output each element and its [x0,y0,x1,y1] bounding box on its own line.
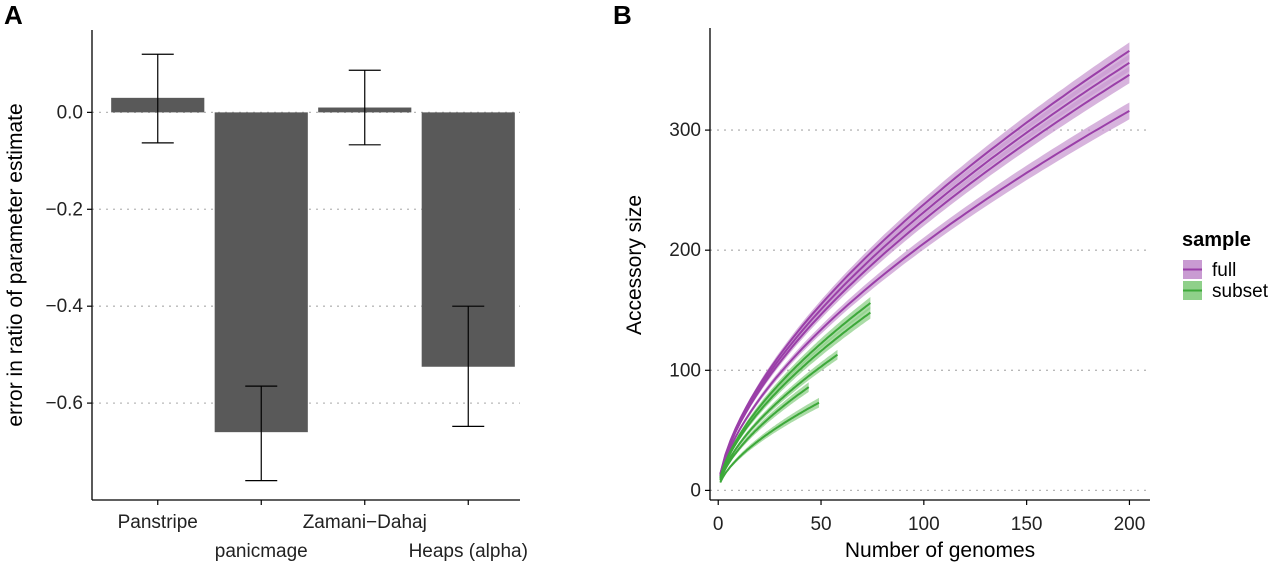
panel-b: B 0 100 200 300 0 50 100 150 200 Number of geno… [613,0,1269,562]
line-subset-8 [719,401,820,483]
panel-b-y-axis-title: Accessory size [623,195,646,335]
panel-b-y-tick-label: 200 [669,240,701,261]
panel-b-x-tick-label: 0 [713,514,724,535]
bar-1 [214,112,308,433]
panel-a-y-ticks: 0.0 −0.2 −0.4 −0.6 [45,102,92,414]
panel-b-x-ticks: 0 50 100 150 200 [713,500,1145,535]
panel-a-x-tick-label: panicmage [215,541,308,562]
panel-b-confidence-bands [720,42,1130,484]
panel-a-y-axis-title: error in ratio of parameter estimate [4,103,27,426]
panel-b-x-axis-title: Number of genomes [845,539,1035,562]
band-subset-8 [720,397,819,484]
panel-a-x-tick-label: Zamani−Dahaj [303,512,427,533]
panel-b-x-tick-label: 100 [908,514,940,535]
panel-a-y-tick-label: −0.6 [45,393,83,414]
panel-b-x-tick-label: 50 [810,514,831,535]
band-full-2 [720,66,1130,476]
legend-item-subset: subset [1183,281,1269,302]
line-full-1 [719,61,1130,475]
panel-a-label: A [4,0,23,30]
band-subset-7 [720,382,809,482]
panel-b-label: B [613,0,632,30]
legend-title: sample [1182,229,1251,251]
line-subset-4 [719,302,872,478]
panel-b-y-tick-label: 0 [690,480,701,501]
panel-a-x-ticks: Panstripe panicmage Zamani−Dahaj Heaps (alp… [118,500,528,562]
panel-a: A 0.0 −0.2 −0.4 −0.6 Panstripe panicmage Zama… [4,0,528,562]
band-full-3 [720,102,1130,477]
panel-b-series-lines [719,49,1130,483]
panel-a-x-tick-label: Heaps (alpha) [409,541,528,562]
line-subset-5 [719,311,871,479]
line-subset-7 [719,386,810,481]
line-full-0 [719,49,1130,475]
legend-item-full: full [1183,260,1236,281]
line-subset-6 [719,353,839,480]
panel-b-y-ticks: 0 100 200 300 [669,120,710,501]
panel-a-y-tick-label: −0.4 [45,296,83,317]
panel-a-y-tick-label: 0.0 [57,102,83,123]
legend-label-full: full [1212,260,1236,281]
panel-b-gridlines [710,129,1150,492]
line-full-2 [719,73,1130,476]
panel-a-bars [111,97,515,433]
legend-label-subset: subset [1212,281,1269,302]
panel-b-y-tick-label: 300 [669,120,701,141]
panel-b-y-tick-label: 100 [669,360,701,381]
panel-a-x-tick-label: Panstripe [118,512,198,533]
line-full-3 [719,110,1130,477]
panel-b-x-tick-label: 200 [1114,514,1146,535]
panel-a-y-tick-label: −0.2 [45,199,83,220]
panel-b-x-tick-label: 150 [1011,514,1043,535]
panel-a-error-bars [141,53,485,482]
legend: sample full subset [1182,229,1269,302]
